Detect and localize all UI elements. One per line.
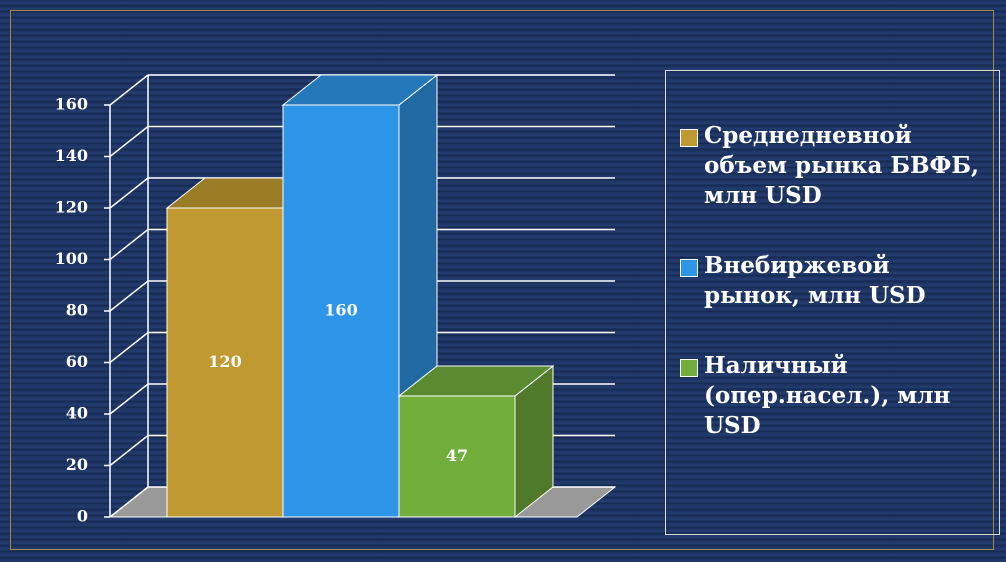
legend-label: Наличный (опер.насел.), млн USD bbox=[704, 352, 951, 439]
grid-line bbox=[109, 486, 149, 518]
grid-line bbox=[109, 74, 149, 106]
legend: Среднедневной объем рынка БВФБ, млн USD В… bbox=[665, 70, 1000, 535]
legend-item: Внебиржевой рынок, млн USD bbox=[680, 251, 991, 311]
bar bbox=[282, 104, 400, 518]
y-tick-label: 120 bbox=[55, 198, 88, 217]
data-label: 160 bbox=[324, 301, 357, 320]
grid-line bbox=[109, 331, 149, 364]
frame bbox=[10, 10, 994, 550]
grid-line bbox=[109, 228, 149, 261]
y-tick-label: 0 bbox=[77, 507, 88, 526]
legend-label: Среднедневной объем рынка БВФБ, млн USD bbox=[704, 122, 980, 209]
grid-line bbox=[109, 383, 149, 415]
y-tick-label: 160 bbox=[55, 95, 88, 114]
data-label: 120 bbox=[208, 352, 241, 371]
y-tick-label: 100 bbox=[55, 249, 88, 268]
y-tick-label: 80 bbox=[66, 301, 88, 320]
bar bbox=[166, 207, 284, 518]
legend-swatch bbox=[680, 359, 698, 377]
grid-line bbox=[109, 280, 149, 312]
grid-line bbox=[109, 434, 149, 467]
legend-label: Внебиржевой рынок, млн USD bbox=[704, 252, 926, 309]
legend-item: Среднедневной объем рынка БВФБ, млн USD bbox=[680, 121, 991, 211]
data-label: 47 bbox=[446, 446, 468, 465]
y-tick-label: 60 bbox=[66, 352, 88, 371]
bar bbox=[398, 395, 516, 518]
legend-swatch bbox=[680, 259, 698, 277]
legend-item: Наличный (опер.насел.), млн USD bbox=[680, 351, 991, 441]
y-tick-label: 20 bbox=[66, 455, 88, 474]
y-tick-label: 140 bbox=[55, 146, 88, 165]
legend-swatch bbox=[680, 129, 698, 147]
y-tick-label: 40 bbox=[66, 404, 88, 423]
grid-line bbox=[109, 125, 149, 158]
grid-line bbox=[109, 177, 149, 209]
